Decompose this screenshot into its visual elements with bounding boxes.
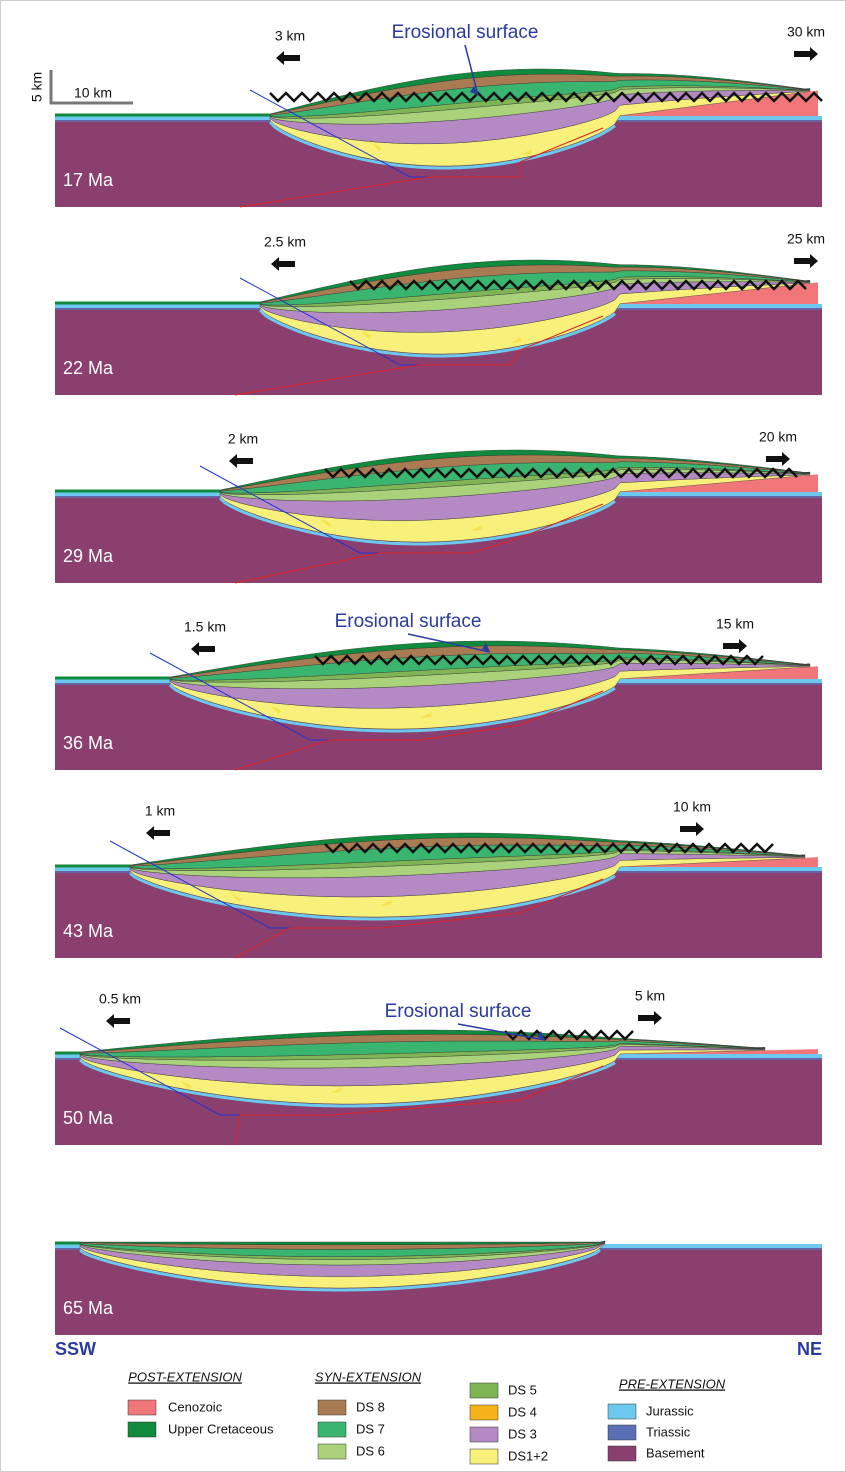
legend-label: Triassic [646,1424,691,1439]
legend-label: DS1+2 [508,1448,548,1463]
figure: 5 km 10 km SSW NE 3 km 30 km Erosional sur… [0,0,846,1472]
legend-label: DS 3 [508,1426,537,1441]
legend-label: DS 5 [508,1382,537,1397]
age-label: 17 Ma [63,170,114,190]
legend-header: POST-EXTENSION [128,1369,242,1384]
right-extension: 20 km [759,429,797,445]
legend-label: Jurassic [646,1403,694,1418]
age-label: 43 Ma [63,921,114,941]
legend-swatch [318,1444,346,1459]
legend-label: DS 4 [508,1404,537,1419]
left-extension: 0.5 km [99,991,141,1007]
legend-swatch [608,1446,636,1461]
legend-label: DS 8 [356,1399,385,1414]
orientation-left: SSW [55,1339,96,1359]
legend-swatch [128,1422,156,1437]
age-label: 50 Ma [63,1108,114,1128]
right-extension: 15 km [716,616,754,632]
legend-swatch [128,1400,156,1415]
left-extension: 3 km [275,28,305,44]
legend-label: Cenozoic [168,1399,223,1414]
right-extension: 25 km [787,231,825,247]
orientation-right: NE [797,1339,822,1359]
section-panel: 65 Ma [55,1241,822,1335]
left-extension: 2.5 km [264,234,306,250]
left-extension: 1.5 km [184,619,226,635]
left-extension: 2 km [228,431,258,447]
right-extension: 5 km [635,988,665,1004]
age-label: 65 Ma [63,1298,114,1318]
legend-swatch [470,1427,498,1442]
right-extension: 30 km [787,24,825,40]
left-extension: 1 km [145,803,175,819]
legend-swatch [470,1383,498,1398]
legend-swatch [470,1405,498,1420]
age-label: 36 Ma [63,733,114,753]
legend-swatch [470,1449,498,1464]
page: 5 km 10 km SSW NE 3 km 30 km Erosional sur… [0,0,846,1472]
age-label: 29 Ma [63,546,114,566]
legend-swatch [318,1400,346,1415]
legend-header: PRE-EXTENSION [619,1376,726,1391]
legend-label: DS 7 [356,1421,385,1436]
age-label: 22 Ma [63,358,114,378]
legend-swatch [318,1422,346,1437]
legend-label: DS 6 [356,1443,385,1458]
legend-label: Basement [646,1445,705,1460]
legend-label: Upper Cretaceous [168,1421,274,1436]
legend-swatch [608,1404,636,1419]
annotation: Erosional surface [385,1001,532,1022]
right-extension: 10 km [673,799,711,815]
legend-header: SYN-EXTENSION [315,1369,422,1384]
legend-swatch [608,1425,636,1440]
scale-horizontal-label: 10 km [74,85,112,101]
scale-vertical-label: 5 km [29,72,45,102]
annotation: Erosional surface [335,611,482,632]
annotation: Erosional surface [392,22,539,43]
